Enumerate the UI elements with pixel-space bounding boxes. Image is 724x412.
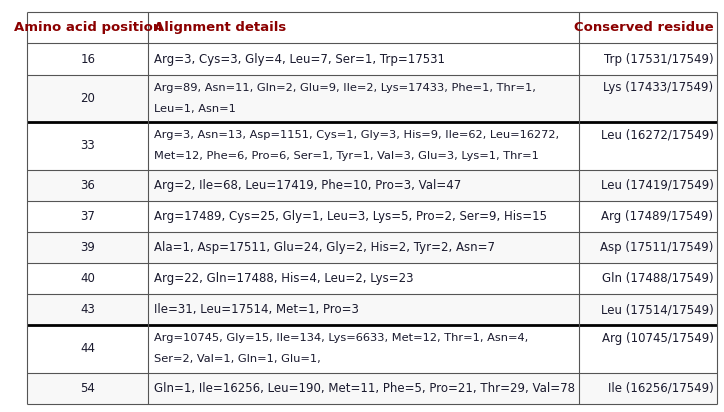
Text: Ser=2, Val=1, Gln=1, Glu=1,: Ser=2, Val=1, Gln=1, Glu=1,	[153, 354, 321, 364]
Bar	[28, 373, 717, 404]
Bar	[28, 201, 717, 232]
Text: Arg=3, Asn=13, Asp=1151, Cys=1, Gly=3, His=9, Ile=62, Leu=16272,: Arg=3, Asn=13, Asp=1151, Cys=1, Gly=3, H…	[153, 130, 559, 140]
Text: Arg=2, Ile=68, Leu=17419, Phe=10, Pro=3, Val=47: Arg=2, Ile=68, Leu=17419, Phe=10, Pro=3,…	[153, 179, 461, 192]
Text: Alignment details: Alignment details	[153, 21, 286, 35]
Text: Leu (17419/17549): Leu (17419/17549)	[601, 179, 713, 192]
Bar	[28, 122, 717, 170]
Text: 44: 44	[80, 342, 96, 356]
Text: 33: 33	[80, 139, 95, 152]
Text: Ala=1, Asp=17511, Glu=24, Gly=2, His=2, Tyr=2, Asn=7: Ala=1, Asp=17511, Glu=24, Gly=2, His=2, …	[153, 241, 494, 254]
Text: Amino acid position: Amino acid position	[14, 21, 162, 35]
Text: Trp (17531/17549): Trp (17531/17549)	[604, 52, 713, 66]
Text: 54: 54	[80, 382, 96, 395]
Text: Gln (17488/17549): Gln (17488/17549)	[602, 272, 713, 285]
Bar	[28, 75, 717, 122]
Text: 39: 39	[80, 241, 96, 254]
Text: Gln=1, Ile=16256, Leu=190, Met=11, Phe=5, Pro=21, Thr=29, Val=78: Gln=1, Ile=16256, Leu=190, Met=11, Phe=5…	[153, 382, 575, 395]
Bar	[28, 294, 717, 325]
Text: Arg=3, Cys=3, Gly=4, Leu=7, Ser=1, Trp=17531: Arg=3, Cys=3, Gly=4, Leu=7, Ser=1, Trp=1…	[153, 52, 445, 66]
Bar	[28, 232, 717, 263]
Text: Arg=10745, Gly=15, Ile=134, Lys=6633, Met=12, Thr=1, Asn=4,: Arg=10745, Gly=15, Ile=134, Lys=6633, Me…	[153, 333, 528, 344]
Text: Leu (16272/17549): Leu (16272/17549)	[601, 129, 713, 142]
Bar	[28, 12, 717, 43]
Bar	[28, 325, 717, 373]
Text: Ile (16256/17549): Ile (16256/17549)	[607, 382, 713, 395]
Text: 43: 43	[80, 303, 96, 316]
Bar	[28, 263, 717, 294]
Text: Arg (10745/17549): Arg (10745/17549)	[602, 332, 713, 345]
Bar	[28, 43, 717, 75]
Text: 36: 36	[80, 179, 96, 192]
Text: Asp (17511/17549): Asp (17511/17549)	[600, 241, 713, 254]
Text: Arg=22, Gln=17488, His=4, Leu=2, Lys=23: Arg=22, Gln=17488, His=4, Leu=2, Lys=23	[153, 272, 413, 285]
Text: Leu (17514/17549): Leu (17514/17549)	[601, 303, 713, 316]
Text: Conserved residue: Conserved residue	[574, 21, 713, 35]
Text: Met=12, Phe=6, Pro=6, Ser=1, Tyr=1, Val=3, Glu=3, Lys=1, Thr=1: Met=12, Phe=6, Pro=6, Ser=1, Tyr=1, Val=…	[153, 151, 539, 162]
Text: Arg (17489/17549): Arg (17489/17549)	[602, 210, 713, 223]
Text: Ile=31, Leu=17514, Met=1, Pro=3: Ile=31, Leu=17514, Met=1, Pro=3	[153, 303, 358, 316]
Text: 20: 20	[80, 92, 96, 105]
Bar	[28, 170, 717, 201]
Text: 16: 16	[80, 52, 96, 66]
Text: 37: 37	[80, 210, 96, 223]
Text: 40: 40	[80, 272, 96, 285]
Text: Leu=1, Asn=1: Leu=1, Asn=1	[153, 104, 235, 114]
Text: Arg=17489, Cys=25, Gly=1, Leu=3, Lys=5, Pro=2, Ser=9, His=15: Arg=17489, Cys=25, Gly=1, Leu=3, Lys=5, …	[153, 210, 547, 223]
Text: Arg=89, Asn=11, Gln=2, Glu=9, Ile=2, Lys=17433, Phe=1, Thr=1,: Arg=89, Asn=11, Gln=2, Glu=9, Ile=2, Lys…	[153, 83, 536, 93]
Text: Lys (17433/17549): Lys (17433/17549)	[603, 82, 713, 94]
